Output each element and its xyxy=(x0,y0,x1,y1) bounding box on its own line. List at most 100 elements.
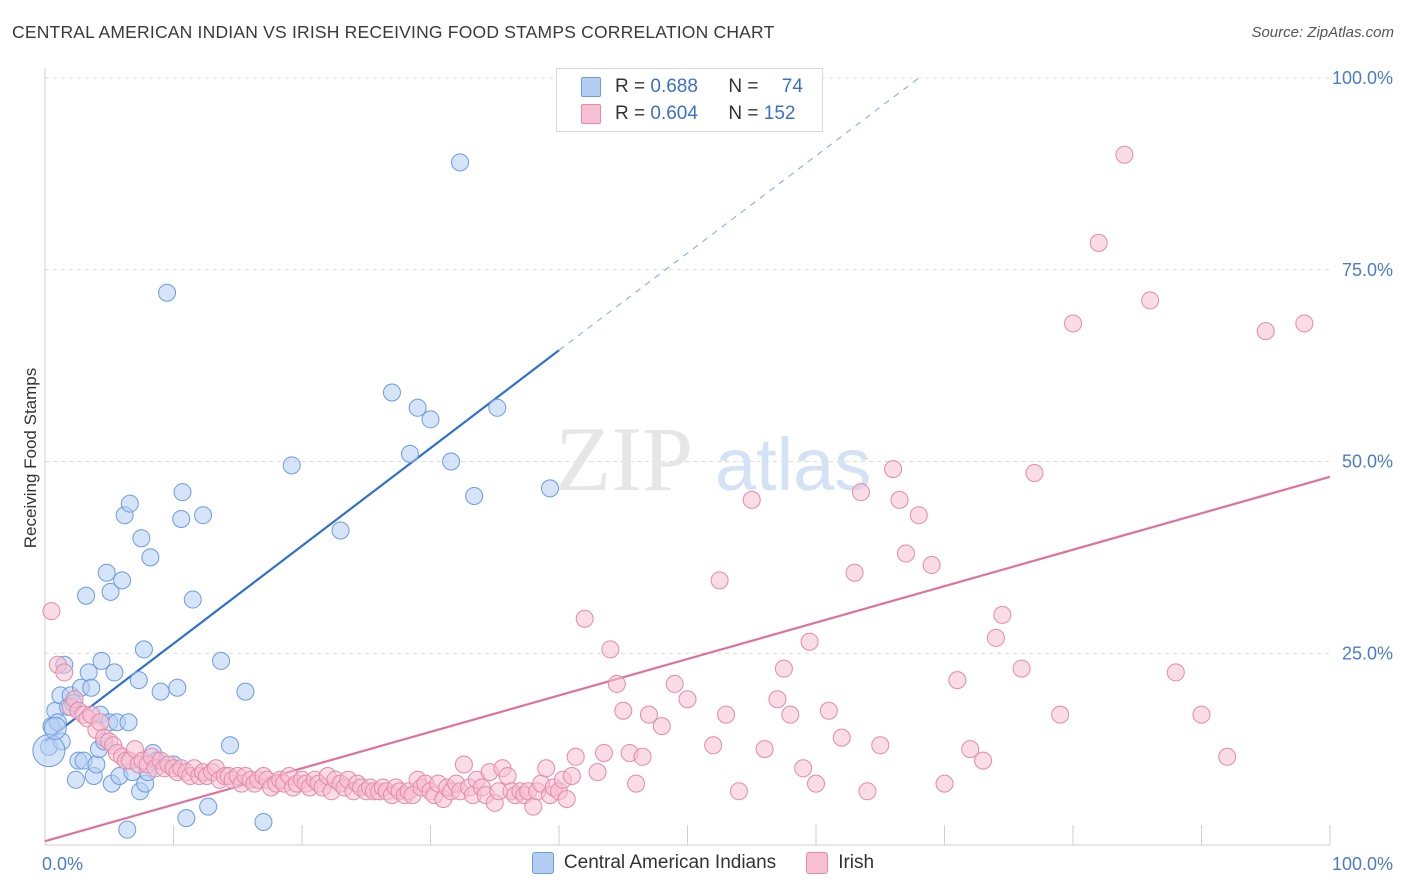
legend-swatch-blue xyxy=(581,77,601,97)
point-irish xyxy=(993,605,1012,624)
point-central-american xyxy=(151,682,170,701)
point-irish xyxy=(607,674,626,693)
series-label: Irish xyxy=(838,852,875,873)
series-legend-central-american[interactable]: Central American Indians xyxy=(531,852,777,874)
point-irish xyxy=(845,563,864,582)
point-irish xyxy=(922,556,941,575)
series-label: Central American Indians xyxy=(563,852,777,873)
point-irish xyxy=(781,705,800,724)
tick-labels: 0.0% 100.0% 25.0% 50.0% 75.0% 100.0% xyxy=(42,68,1393,874)
point-central-american xyxy=(66,770,85,789)
y-tick-label: 100.0% xyxy=(1332,68,1393,88)
point-irish xyxy=(454,755,473,774)
point-central-american xyxy=(132,529,151,548)
y-tick-label: 50.0% xyxy=(1342,452,1393,472)
point-central-american xyxy=(194,506,213,525)
point-central-american xyxy=(408,398,427,417)
point-central-american xyxy=(421,410,440,429)
point-irish xyxy=(890,490,909,509)
point-irish xyxy=(627,774,646,793)
legend-row-central-american: R = 0.688 N = 74 xyxy=(581,74,803,100)
y-tick-label: 25.0% xyxy=(1342,643,1393,663)
point-central-american xyxy=(101,582,120,601)
point-central-american xyxy=(488,398,507,417)
x-tick-label: 0.0% xyxy=(42,854,83,874)
point-central-american xyxy=(442,452,461,471)
point-irish xyxy=(768,690,787,709)
point-central-american xyxy=(77,586,96,605)
point-irish xyxy=(871,736,890,755)
point-irish xyxy=(884,460,903,479)
point-central-american xyxy=(173,483,192,502)
point-central-american xyxy=(92,651,111,670)
point-central-american xyxy=(212,651,231,670)
point-central-american xyxy=(221,736,240,755)
point-irish xyxy=(858,782,877,801)
point-irish xyxy=(1295,314,1314,333)
point-central-american xyxy=(465,487,484,506)
point-irish xyxy=(819,701,838,720)
point-central-american xyxy=(82,678,101,697)
point-irish xyxy=(909,506,928,525)
point-irish xyxy=(588,763,607,782)
point-irish xyxy=(986,628,1005,647)
point-irish xyxy=(755,740,774,759)
x-tick-label: 100.0% xyxy=(1332,854,1393,874)
point-irish xyxy=(575,609,594,628)
legend-r-value: 0.688 xyxy=(650,76,698,97)
point-irish xyxy=(774,659,793,678)
point-central-american xyxy=(254,812,273,831)
point-irish xyxy=(729,782,748,801)
series-legend-irish[interactable]: Irish xyxy=(806,852,874,874)
point-central-american xyxy=(113,571,132,590)
point-irish xyxy=(42,602,61,621)
point-irish xyxy=(614,701,633,720)
series-swatch-blue xyxy=(531,852,554,874)
point-irish xyxy=(1012,659,1031,678)
point-irish xyxy=(1089,233,1108,252)
stats-legend: R = 0.688 N = 74 R = 0.604 N = 152 xyxy=(556,68,823,132)
point-central-american xyxy=(400,444,419,463)
y-axis-label: Receiving Food Stamps xyxy=(21,368,40,548)
chart-source: Source: ZipAtlas.com xyxy=(1251,24,1394,41)
point-central-american xyxy=(118,820,137,839)
point-central-american xyxy=(97,563,116,582)
point-central-american xyxy=(541,479,560,498)
point-irish xyxy=(1192,705,1211,724)
point-irish xyxy=(1218,747,1237,766)
point-central-american xyxy=(236,682,255,701)
point-irish xyxy=(935,774,954,793)
legend-r-label: R = xyxy=(615,103,651,124)
point-irish xyxy=(601,640,620,659)
point-irish xyxy=(1064,314,1082,333)
chart-title: CENTRAL AMERICAN INDIAN VS IRISH RECEIVI… xyxy=(12,22,775,42)
point-irish xyxy=(652,717,671,736)
legend-n-label: N = xyxy=(728,103,764,124)
point-central-american xyxy=(382,383,401,402)
point-central-american xyxy=(451,153,470,172)
point-irish xyxy=(948,671,967,690)
point-irish xyxy=(524,797,543,816)
axes xyxy=(44,68,1331,846)
point-irish xyxy=(800,632,819,651)
point-irish xyxy=(832,728,851,747)
point-irish xyxy=(1141,291,1160,310)
trend-line xyxy=(44,349,560,743)
legend-n-label: N = xyxy=(728,76,764,97)
y-tick-label: 75.0% xyxy=(1342,260,1393,280)
point-irish xyxy=(1166,663,1185,682)
point-irish xyxy=(717,705,736,724)
point-irish xyxy=(961,740,980,759)
series-swatch-pink xyxy=(806,852,829,874)
point-irish xyxy=(639,705,658,724)
point-irish xyxy=(633,747,652,766)
point-central-american xyxy=(172,510,191,529)
point-irish xyxy=(742,490,761,509)
point-central-american-cluster xyxy=(43,716,67,740)
point-central-american xyxy=(119,713,138,732)
point-irish xyxy=(91,713,110,732)
point-irish xyxy=(794,759,813,778)
legend-r-value: 0.604 xyxy=(650,103,698,124)
point-irish xyxy=(566,747,585,766)
